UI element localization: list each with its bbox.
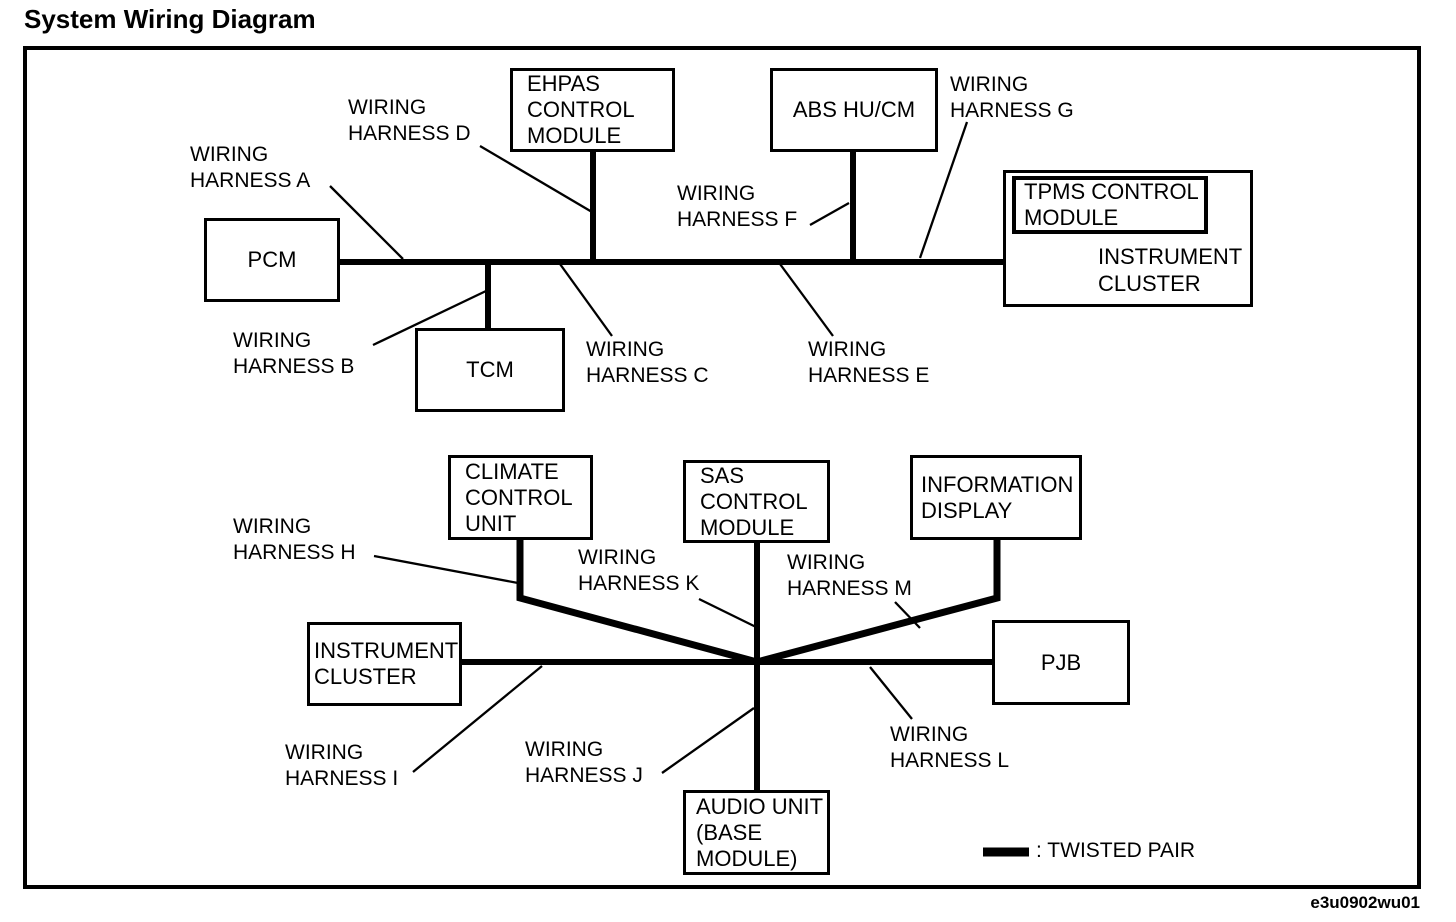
pointer-harness-c [559,263,613,337]
label-wiring-harness-h: WIRING HARNESS H [233,515,356,564]
pointer-harness-i [412,665,543,773]
node-pcm: PCM [204,218,340,302]
info-display-junction-line [756,538,1001,666]
node-tcm: TCM [415,328,565,412]
pointer-harness-a [329,185,404,260]
label-wiring-harness-g: WIRING HARNESS G [950,73,1074,122]
diagram-frame [23,46,1421,889]
label-wiring-harness-d: WIRING HARNESS D [348,96,471,145]
pointer-harness-f [809,201,850,227]
twisted-pair-bus-lines [340,150,1006,792]
label-wiring-harness-l: WIRING HARNESS L [890,723,1010,772]
instrument-cluster-top-label: INSTRUMENT CLUSTER [1098,244,1243,296]
label-wiring-harness-a: WIRING HARNESS A [190,143,311,192]
label-wiring-harness-j: WIRING HARNESS J [525,738,643,787]
climate-junction-line [516,538,758,666]
pointer-harness-h [373,554,519,585]
pointer-harness-e [779,263,834,337]
node-abs-hucm: ABS HU/CM [770,68,938,152]
node-audio-unit-base-module: AUDIO UNIT (BASE MODULE) [683,790,830,875]
page-title: System Wiring Diagram [24,4,316,34]
label-wiring-harness-f: WIRING HARNESS F [677,182,798,231]
pointer-harness-l [869,666,913,720]
node-instrument-cluster-bottom: INSTRUMENT CLUSTER [307,622,462,706]
pointer-harness-b [372,289,487,347]
label-wiring-harness-b: WIRING HARNESS B [233,329,355,378]
pointer-harness-d [479,145,593,213]
pointer-harness-g [918,121,969,259]
figure-code: e3u0902wu01 [1310,893,1420,912]
label-wiring-harness-i: WIRING HARNESS I [285,741,399,790]
twisted-pair-legend-label: : TWISTED PAIR [1036,839,1196,862]
node-information-display: INFORMATION DISPLAY [910,455,1082,540]
pointer-harness-m [894,601,921,629]
label-wiring-harness-k: WIRING HARNESS K [578,546,700,595]
label-wiring-harness-e: WIRING HARNESS E [808,338,930,387]
pointer-harness-k [698,597,757,629]
pointer-harness-j [661,707,755,774]
label-wiring-harness-m: WIRING HARNESS M [787,551,912,600]
node-climate-control-unit: CLIMATE CONTROL UNIT [448,455,593,540]
node-ehpas-control-module: EHPAS CONTROL MODULE [510,68,675,152]
node-sas-control-module: SAS CONTROL MODULE [683,460,830,543]
node-tpms-control-module: TPMS CONTROL MODULE [1012,176,1208,234]
label-pointer-lines [329,121,969,774]
node-pjb: PJB [992,620,1130,705]
label-wiring-harness-c: WIRING HARNESS C [586,338,709,387]
